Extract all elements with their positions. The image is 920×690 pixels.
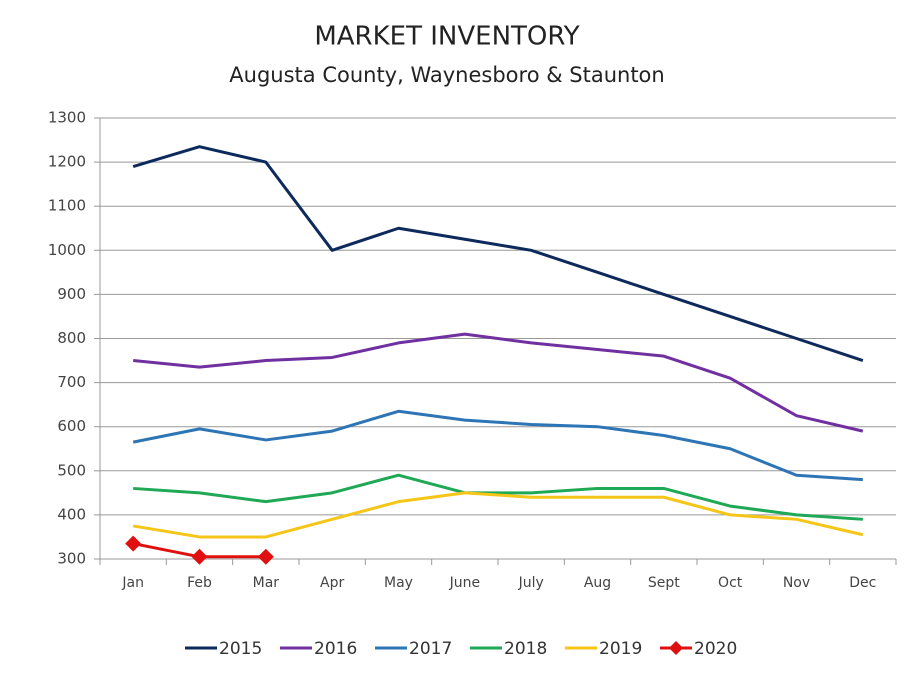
- chart-subtitle: Augusta County, Waynesboro & Staunton: [229, 63, 664, 87]
- x-tick-label: Sept: [648, 575, 680, 591]
- x-tick-label: Dec: [849, 575, 876, 591]
- x-tick-label: May: [384, 575, 413, 591]
- point-marker: [191, 548, 208, 565]
- y-tick-label: 400: [57, 505, 86, 523]
- x-tick-label: Feb: [187, 575, 212, 591]
- x-tick-label: Aug: [584, 575, 611, 591]
- legend-label: 2020: [694, 639, 737, 659]
- point-marker: [257, 548, 274, 565]
- y-tick-label: 900: [57, 285, 86, 303]
- y-tick-label: 1300: [48, 109, 86, 127]
- x-tick-label: Oct: [718, 575, 743, 591]
- y-tick-label: 800: [57, 329, 86, 347]
- x-tick-label: Nov: [783, 575, 810, 591]
- x-tick-label: June: [449, 575, 481, 591]
- x-tick-label: Mar: [253, 575, 280, 591]
- legend-marker: [669, 641, 683, 655]
- x-tick-label: Apr: [320, 575, 344, 591]
- series-line: [133, 332, 864, 433]
- legend-label: 2018: [504, 639, 547, 659]
- legend-label: 2017: [409, 639, 452, 659]
- chart-title: MARKET INVENTORY: [314, 22, 579, 52]
- series-line: [132, 145, 864, 362]
- series-line: [132, 409, 863, 482]
- legend-label: 2016: [314, 639, 357, 659]
- series-line: [133, 473, 863, 521]
- legend-label: 2019: [599, 639, 642, 659]
- legend-label: 2015: [219, 639, 262, 659]
- y-tick-label: 700: [57, 373, 86, 391]
- y-tick-label: 600: [57, 417, 86, 435]
- x-tick-label: July: [518, 575, 544, 591]
- y-tick-label: 500: [57, 461, 86, 479]
- x-tick-label: Jan: [121, 575, 144, 591]
- y-tick-label: 300: [57, 550, 86, 568]
- y-tick-label: 1000: [48, 241, 86, 259]
- y-tick-label: 1100: [48, 197, 86, 215]
- series-line: [132, 491, 864, 539]
- point-marker: [125, 535, 142, 552]
- y-tick-label: 1200: [48, 153, 86, 171]
